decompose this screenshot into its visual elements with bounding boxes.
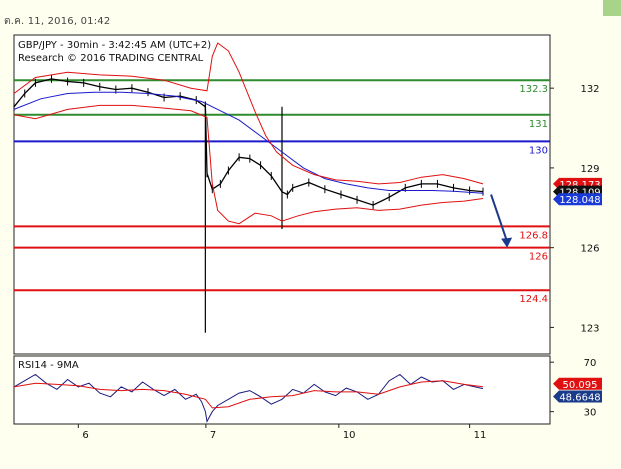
level-label: 131 <box>529 119 548 130</box>
date-time-label: ต.ค. 11, 2016, 01:42 <box>4 16 111 27</box>
indicator-line <box>13 91 484 194</box>
forecast-arrow <box>490 194 513 248</box>
arrow-shaft <box>490 194 509 242</box>
indicator-line <box>13 104 484 225</box>
rsi-series <box>13 373 484 424</box>
corner-indicator <box>603 0 621 16</box>
level-label: 126.8 <box>519 230 548 241</box>
chart-title: GBP/JPY - 30min - 3:42:45 AM (UTC+2) <box>18 40 211 51</box>
rsi-badge-label: 50.095 <box>563 380 598 391</box>
indicator-line <box>13 42 484 185</box>
y-tick-label: 132 <box>580 84 599 95</box>
price-badge-label: 128.048 <box>559 195 600 206</box>
level-label: 132.3 <box>519 84 548 95</box>
price-badge-label: 128.173 <box>559 180 600 191</box>
level-label: 126 <box>529 252 548 263</box>
x-tick-label: 11 <box>474 430 487 441</box>
rsi-tick-label: 30 <box>584 408 597 419</box>
level-label: 124.4 <box>519 294 548 305</box>
rsi-title: RSI14 - 9MA <box>18 360 79 371</box>
price-badge-label: 128.109 <box>559 188 600 199</box>
arrow-head <box>501 237 513 248</box>
x-tick-label: 10 <box>343 430 356 441</box>
rsi-line <box>13 380 484 409</box>
y-tick-label: 129 <box>580 164 599 175</box>
rsi-badge-label: 48.6648 <box>559 393 600 404</box>
chart-subtitle: Research © 2016 TRADING CENTRAL <box>18 53 204 64</box>
price-series <box>13 42 484 333</box>
y-tick-label: 123 <box>580 323 599 334</box>
x-tick-label: 7 <box>210 430 216 441</box>
price-panel: 132.3 131 130 126.8 126 124.4 GBP/JPY - 30min… <box>13 34 551 355</box>
time-x-axis: 6 7 10 11 <box>77 424 487 441</box>
rsi-badges: 50.095 48.6648 <box>553 377 602 404</box>
rsi-tick-label: 70 <box>584 358 597 369</box>
rsi-panel: RSI14 - 9MA <box>13 355 551 425</box>
price-badge <box>553 193 602 206</box>
rsi-badge <box>553 377 602 390</box>
y-tick-label: 126 <box>580 244 599 255</box>
rsi-line <box>13 373 484 424</box>
header-bar: ต.ค. 11, 2016, 01:42 <box>0 0 621 32</box>
level-label: 130 <box>529 145 548 156</box>
rsi-y-axis: 70 30 <box>550 358 597 419</box>
price-y-axis: 132 129 126 123 <box>550 84 600 334</box>
x-tick-label: 6 <box>82 430 88 441</box>
rsi-badge <box>553 390 602 403</box>
